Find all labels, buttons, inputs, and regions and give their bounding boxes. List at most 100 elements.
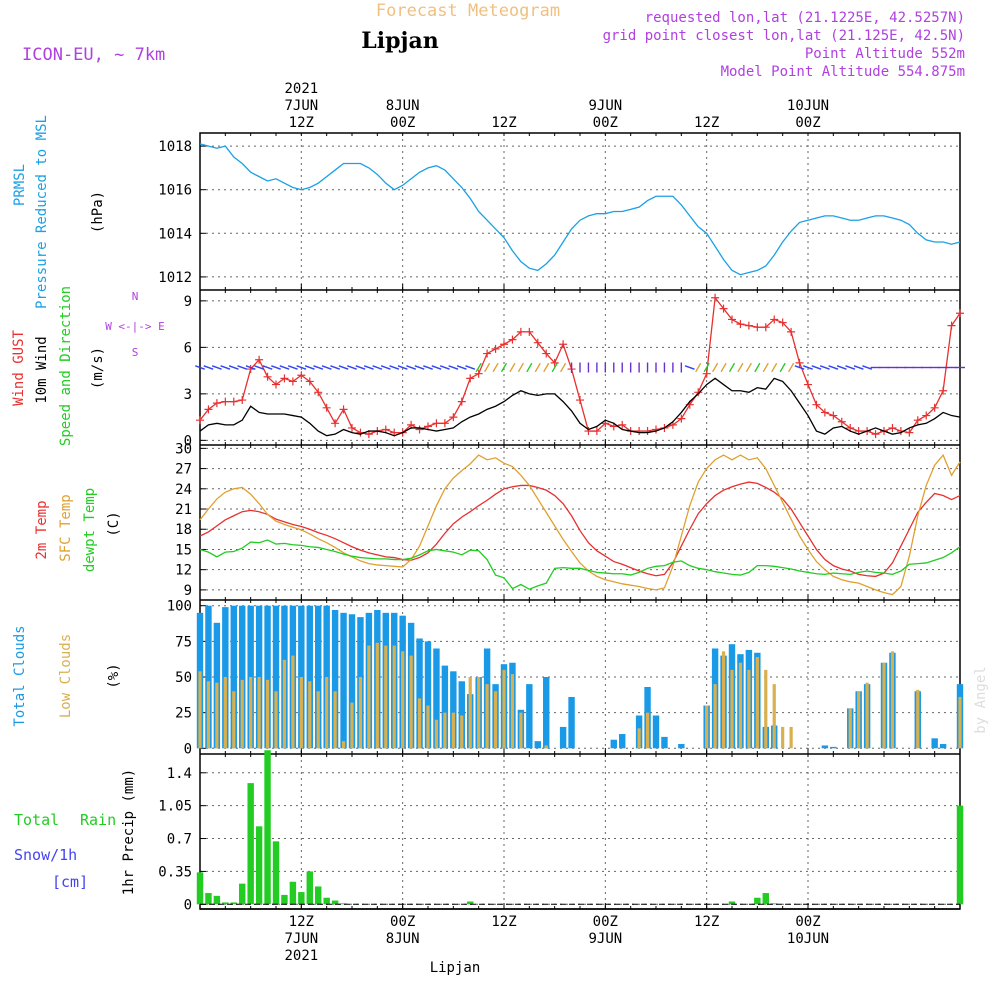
top-time-label: 00Z bbox=[390, 115, 415, 131]
low-cloud-bar bbox=[409, 655, 413, 749]
total-cloud-bar bbox=[315, 605, 322, 749]
bottom-time-label: 00Z bbox=[593, 914, 618, 930]
wind-arrow bbox=[803, 365, 813, 370]
gust-marker bbox=[812, 400, 821, 409]
low-cloud-bar bbox=[333, 691, 337, 749]
top-time-label: 2021 bbox=[284, 81, 318, 97]
gust-marker bbox=[820, 408, 829, 417]
low-cloud-bar bbox=[401, 651, 405, 749]
bottom-time-label: 00Z bbox=[795, 914, 820, 930]
total-cloud-bar bbox=[568, 696, 575, 749]
total-cloud-bar bbox=[619, 734, 626, 749]
temp-ytick-label: 27 bbox=[175, 462, 192, 478]
header-svg: Forecast Meteogram Lipjan ICON-EU, ~ 7km… bbox=[22, 1, 965, 80]
total-cloud-bar bbox=[526, 684, 533, 749]
low-cloud-bar bbox=[240, 679, 244, 749]
gust-marker bbox=[643, 427, 652, 436]
wind-arrow bbox=[321, 365, 332, 370]
gust-marker bbox=[677, 414, 686, 423]
gust-marker bbox=[238, 396, 247, 405]
top-time-label: 9JUN bbox=[588, 98, 622, 114]
total-cloud-bar bbox=[661, 736, 668, 749]
wind-arrow bbox=[347, 365, 357, 370]
pressure-ytick-label: 1012 bbox=[158, 270, 192, 286]
low-cloud-bar bbox=[637, 728, 641, 749]
total-cloud-bar bbox=[534, 741, 541, 749]
wind-arrow bbox=[475, 362, 482, 373]
gust-marker bbox=[778, 318, 787, 327]
total-cloud-bar bbox=[830, 746, 837, 749]
series-line bbox=[199, 453, 961, 596]
wind-arrow bbox=[484, 362, 491, 373]
low-cloud-bar bbox=[544, 745, 548, 749]
low-cloud-bar bbox=[257, 677, 261, 749]
bottom-time-label: 00Z bbox=[390, 914, 415, 930]
gust-marker bbox=[711, 293, 720, 302]
low-cloud-bar bbox=[460, 715, 464, 749]
wind-arrow bbox=[389, 365, 400, 370]
chart-frame bbox=[199, 132, 961, 910]
low-cloud-bar bbox=[468, 677, 472, 749]
low-cloud-bar bbox=[510, 674, 515, 749]
gust-marker bbox=[516, 327, 525, 336]
pressure-ytick-label: 1014 bbox=[158, 226, 192, 242]
wind-arrow bbox=[819, 365, 830, 370]
rain-bar bbox=[281, 894, 288, 905]
low-cloud-bar bbox=[713, 684, 717, 749]
low-cloud-bar bbox=[206, 681, 211, 749]
rain-bar bbox=[323, 897, 330, 905]
wind-arrow bbox=[771, 362, 778, 373]
gust-marker bbox=[331, 419, 340, 428]
gust-marker bbox=[221, 397, 230, 406]
gust-marker bbox=[947, 321, 956, 330]
station-title: Lipjan bbox=[361, 28, 438, 54]
wind-arrow bbox=[406, 365, 417, 370]
wind-arrow bbox=[296, 365, 307, 370]
gust-marker bbox=[255, 355, 264, 364]
low-cloud-bar bbox=[198, 671, 202, 749]
gust-marker bbox=[635, 427, 644, 436]
bottom-time-label: 7JUN bbox=[284, 931, 318, 947]
top-time-label: 10JUN bbox=[787, 98, 829, 114]
wind-arrow bbox=[543, 362, 550, 373]
bottom-time-label: 12Z bbox=[491, 914, 516, 930]
low-cloud-bar bbox=[730, 669, 734, 749]
low-cloud-bar bbox=[721, 651, 726, 749]
gust-marker bbox=[956, 309, 964, 318]
clouds-ytick-label: 75 bbox=[175, 634, 192, 650]
rain-bar bbox=[289, 881, 297, 905]
wind-arrow bbox=[330, 365, 341, 370]
wind-arrow bbox=[448, 365, 459, 370]
total-cloud-bar bbox=[230, 605, 237, 749]
wind-arrow bbox=[728, 362, 736, 373]
total-cloud-bar bbox=[559, 726, 567, 749]
rain-bar bbox=[222, 902, 229, 905]
precip-ytick-label: 0.35 bbox=[158, 864, 192, 880]
top-time-label: 12Z bbox=[491, 115, 516, 131]
low-cloud-bar bbox=[789, 726, 793, 749]
temp-ytick-label: 12 bbox=[175, 563, 192, 579]
bottom-time-label: 8JUN bbox=[386, 931, 420, 947]
wind-arrow bbox=[534, 362, 541, 373]
rain-bar bbox=[205, 893, 212, 905]
wind-arrow bbox=[279, 365, 290, 370]
wind-arrow bbox=[517, 362, 524, 373]
low-cloud-bar bbox=[772, 684, 776, 749]
low-cloud-bar bbox=[738, 662, 743, 749]
temp-ytick-label: 9 bbox=[184, 583, 192, 599]
gust-marker bbox=[272, 380, 280, 389]
total-cloud-bar bbox=[264, 605, 271, 749]
gust-marker bbox=[939, 386, 948, 395]
gust-marker bbox=[229, 397, 238, 406]
low-cloud-bar bbox=[392, 645, 396, 749]
gust-marker bbox=[314, 388, 323, 397]
wind-arrow bbox=[492, 362, 499, 373]
gust-marker bbox=[761, 323, 770, 332]
low-cloud-bar bbox=[764, 669, 768, 749]
low-cloud-bar bbox=[384, 645, 388, 749]
gust-marker bbox=[576, 396, 584, 405]
rain-bar bbox=[771, 903, 778, 905]
gust-marker bbox=[196, 416, 204, 425]
wind-arrow bbox=[211, 365, 222, 370]
gust-marker bbox=[297, 371, 306, 380]
